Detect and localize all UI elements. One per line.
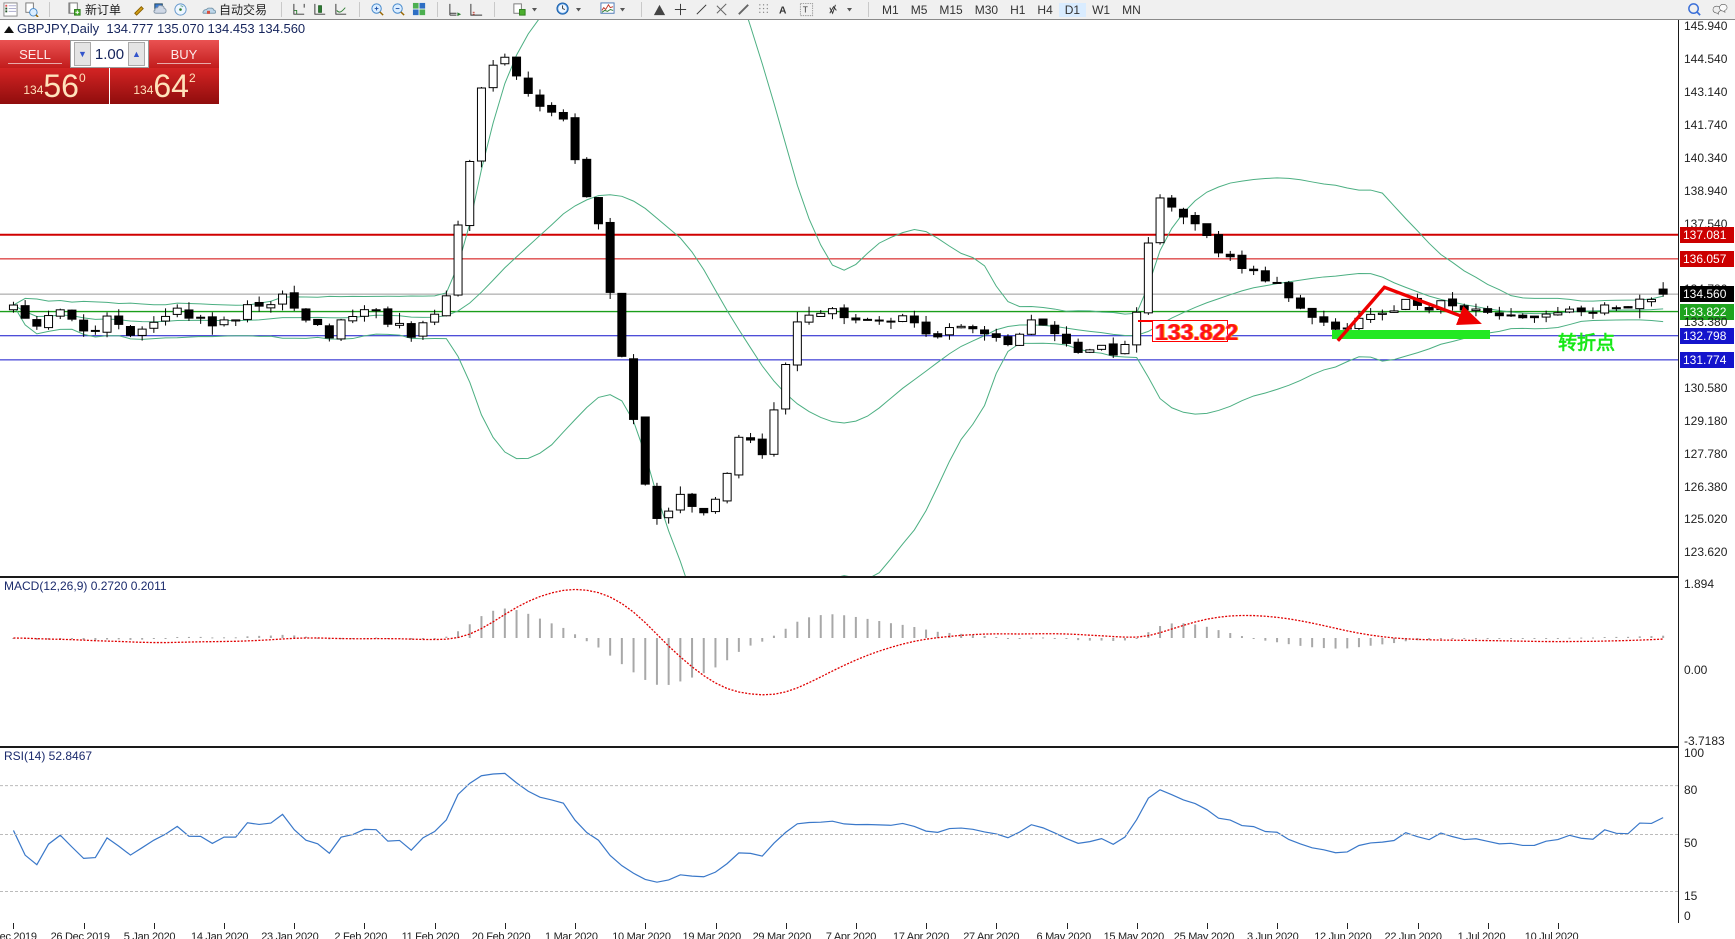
svg-text:T: T bbox=[803, 4, 808, 14]
svg-text:MACD(12,26,9) 0.2720 0.2011: MACD(12,26,9) 0.2720 0.2011 bbox=[4, 579, 167, 593]
svg-text:A: A bbox=[779, 5, 787, 16]
svg-text:RSI(14) 52.8467: RSI(14) 52.8467 bbox=[4, 749, 92, 763]
